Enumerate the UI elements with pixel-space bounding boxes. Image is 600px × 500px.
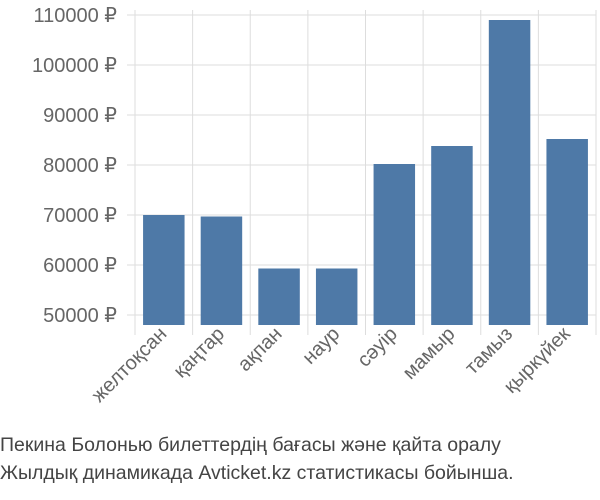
x-tick-label: мамыр bbox=[399, 323, 460, 384]
caption-line-2: Жылдық динамикада Avticket.kz статистика… bbox=[0, 462, 514, 484]
y-tick-label: 110000 ₽ bbox=[33, 5, 117, 27]
bar-4 bbox=[373, 164, 416, 325]
x-tick-label: наур bbox=[298, 323, 344, 369]
x-tick-label: желтоқсан bbox=[88, 323, 172, 407]
y-tick-label: 60000 ₽ bbox=[43, 255, 117, 277]
y-tick-label: 80000 ₽ bbox=[43, 155, 117, 177]
bar-5 bbox=[431, 146, 473, 325]
bar-6 bbox=[488, 20, 531, 325]
x-tick-label: сәуір bbox=[353, 323, 402, 372]
y-tick-label: 50000 ₽ bbox=[43, 305, 117, 327]
bar-0 bbox=[143, 215, 185, 325]
bar-2 bbox=[258, 268, 300, 325]
bar-3 bbox=[315, 268, 358, 325]
y-tick-label: 100000 ₽ bbox=[32, 55, 117, 77]
x-tick-label: тамыз bbox=[461, 323, 517, 379]
bar-chart: 50000 ₽ 60000 ₽ 70000 ₽ 80000 ₽ 90000 ₽ 10000… bbox=[32, 5, 597, 407]
y-tick-label: 70000 ₽ bbox=[43, 205, 117, 227]
bars bbox=[143, 20, 588, 325]
y-tick-label: 90000 ₽ bbox=[43, 105, 117, 127]
x-tick-label: қаңтар bbox=[169, 323, 228, 382]
y-axis-ticks: 50000 ₽ 60000 ₽ 70000 ₽ 80000 ₽ 90000 ₽ 10000… bbox=[32, 5, 117, 327]
bar-7 bbox=[546, 139, 588, 325]
bar-1 bbox=[200, 216, 243, 325]
x-tick-label: ақпан bbox=[234, 323, 287, 376]
caption-line-1: Пекина Болонью билеттердің бағасы және қ… bbox=[0, 434, 501, 456]
